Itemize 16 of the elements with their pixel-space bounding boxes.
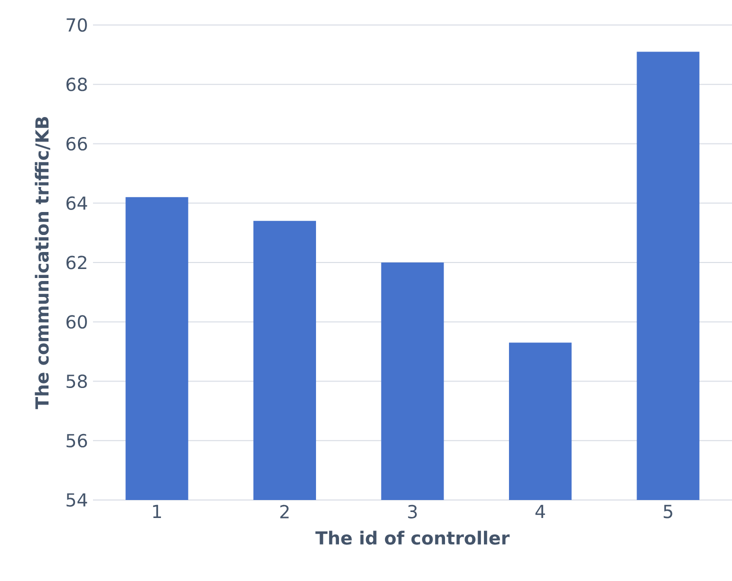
y-tick-label: 58	[66, 374, 87, 388]
y-tick-label: 68	[66, 78, 87, 92]
x-tick-label: 1	[153, 504, 161, 518]
x-tick-label: 2	[280, 504, 289, 518]
y-tick-label: 60	[66, 315, 87, 329]
x-tick-label: 5	[664, 504, 672, 518]
x-tick-label: 4	[535, 504, 546, 518]
y-tick-label: 64	[66, 196, 88, 210]
y-axis-title: The communication triffic/KB	[34, 117, 50, 410]
x-tick-label: 3	[408, 504, 417, 518]
y-tick-label: 54	[66, 493, 88, 507]
y-tick-label: 70	[66, 18, 87, 32]
y-tick-label: 56	[66, 434, 87, 448]
y-tick-label: 62	[66, 256, 86, 270]
y-tick-label: 66	[66, 136, 87, 151]
x-axis-title: The id of controller	[315, 530, 510, 545]
